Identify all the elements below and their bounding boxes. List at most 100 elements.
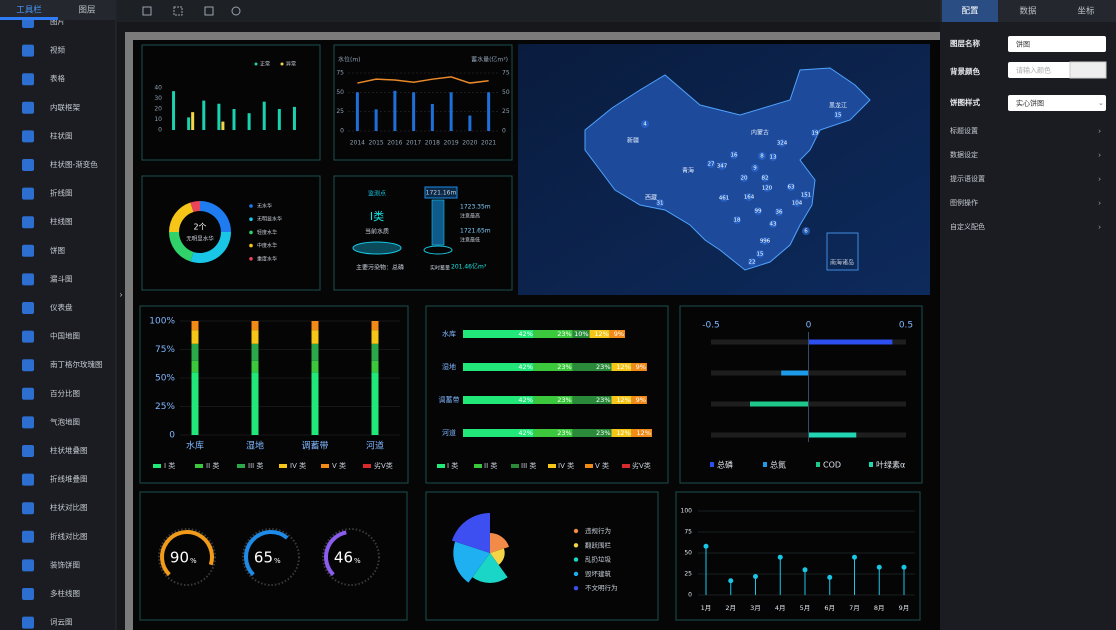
section-title[interactable]: 数据设定 — [950, 150, 978, 159]
menu-item[interactable]: 内联框架 — [50, 102, 80, 112]
legend-swatch — [573, 543, 579, 548]
x-tick-label: 2月 — [725, 604, 736, 612]
menu-item[interactable]: 柱状对比图 — [50, 502, 88, 512]
gauge-track — [158, 528, 216, 586]
select[interactable] — [1008, 95, 1106, 111]
rose-sector — [453, 541, 490, 583]
y-tick-label: 50 — [336, 89, 344, 96]
low: 1721.65m — [460, 228, 491, 235]
legend-label: 无水华 — [257, 203, 272, 210]
tab[interactable]: 图层 — [78, 6, 95, 16]
menu-item[interactable]: 柱状堆叠图 — [50, 445, 88, 455]
menu-item[interactable]: 漏斗图 — [50, 273, 73, 283]
map-marker — [763, 184, 771, 192]
menu-item[interactable]: 南丁格尔玫瑰图 — [50, 359, 103, 369]
input[interactable] — [1008, 36, 1106, 52]
map-value: 151 — [801, 193, 812, 199]
legend-swatch — [816, 462, 820, 467]
legend-swatch — [573, 586, 579, 591]
bar — [808, 432, 857, 438]
value-label: 42% — [518, 330, 532, 338]
icon-preview[interactable] — [231, 6, 241, 16]
menu-item[interactable]: 柱状图-渐变色 — [50, 159, 98, 169]
item-icon — [22, 559, 34, 572]
value-label: 12% — [637, 429, 651, 437]
section-title[interactable]: 图例操作 — [950, 198, 978, 207]
section-title[interactable]: 标题设置 — [950, 126, 978, 135]
frame — [333, 44, 513, 161]
icon-select[interactable] — [173, 6, 183, 16]
bar-segment — [251, 360, 259, 373]
legend-label: V 类 — [595, 461, 609, 470]
bar-segment — [311, 360, 319, 373]
bar — [808, 339, 893, 345]
menu-item[interactable]: 折线图 — [50, 188, 73, 198]
bar-segment — [371, 330, 379, 344]
legend-swatch — [249, 230, 253, 235]
menu-item[interactable]: 折线对比图 — [50, 531, 88, 541]
gauge-value: 90 — [170, 549, 189, 567]
menu-item[interactable]: 百分比图 — [50, 388, 80, 398]
value-label: 12% — [594, 330, 608, 338]
map-marker — [834, 111, 842, 119]
frame — [333, 175, 513, 291]
inset-label: 南海诸岛 — [830, 259, 854, 267]
color-button[interactable] — [1069, 61, 1107, 79]
tab[interactable]: 数据 — [1019, 6, 1037, 17]
map-marker — [707, 160, 715, 168]
tab[interactable]: 配置 — [961, 7, 979, 17]
item-icon — [22, 588, 34, 600]
bar — [449, 92, 453, 131]
tab[interactable]: 工具栏 — [16, 5, 42, 16]
menu-item[interactable]: 中国地图 — [50, 331, 80, 341]
menu-item[interactable]: 柱状图 — [50, 130, 73, 140]
menu-item[interactable]: 装饰饼图 — [50, 559, 80, 569]
icon-clear[interactable] — [204, 6, 214, 16]
map-value: 31 — [657, 201, 664, 207]
y-tick-label: 100% — [149, 317, 175, 327]
bar-segment — [611, 429, 632, 437]
bar-segment — [572, 363, 612, 371]
storage: 201.46亿m³ — [451, 263, 487, 271]
menu-item[interactable]: 仪表盘 — [50, 302, 73, 312]
menu-item[interactable]: 图片 — [50, 16, 65, 26]
legend-label: 无明显水华 — [257, 216, 282, 223]
menu-item[interactable]: 气泡地图 — [50, 416, 80, 426]
region-label: 青海 — [682, 167, 694, 175]
legend-label: 正常 — [260, 61, 270, 68]
frame — [675, 491, 921, 621]
icon-save[interactable] — [142, 6, 152, 16]
item-icon — [22, 244, 34, 257]
bar — [202, 100, 206, 130]
donut-label: 无明显水华 — [186, 235, 214, 243]
dot — [827, 574, 833, 580]
section-title[interactable]: 自定义配色 — [950, 222, 985, 231]
section-title[interactable]: 提示语设置 — [950, 174, 985, 183]
map-value: 15 — [757, 252, 764, 258]
menu-item[interactable]: 饼图 — [50, 245, 65, 255]
item-icon — [22, 44, 34, 57]
frame — [141, 175, 321, 291]
donut-value: 2个 — [193, 223, 206, 232]
legend-swatch — [279, 464, 287, 468]
sidebar — [0, 0, 116, 630]
tab[interactable]: 坐标 — [1077, 6, 1095, 17]
donut-slice — [169, 232, 194, 262]
menu-item[interactable]: 表格 — [50, 73, 65, 83]
legend-label: COD — [823, 461, 841, 470]
rose-sector — [490, 548, 505, 565]
menu-item[interactable]: 多柱线图 — [50, 588, 80, 598]
menu-item[interactable]: 词云图 — [50, 618, 73, 627]
y-tick-label: 水库 — [442, 329, 456, 338]
region-label: 内蒙古 — [751, 129, 769, 137]
bar-segment — [191, 360, 199, 373]
frame — [141, 44, 321, 161]
high: 1723.35m — [460, 204, 491, 211]
bar-segment — [572, 429, 612, 437]
value-label: 42% — [518, 429, 532, 437]
menu-item[interactable]: 视频 — [50, 45, 65, 55]
frame — [425, 491, 659, 621]
menu-item[interactable]: 柱线图 — [50, 216, 73, 226]
menu-item[interactable]: 折线堆叠图 — [50, 474, 88, 484]
collapse-arrow[interactable]: › — [119, 291, 123, 301]
